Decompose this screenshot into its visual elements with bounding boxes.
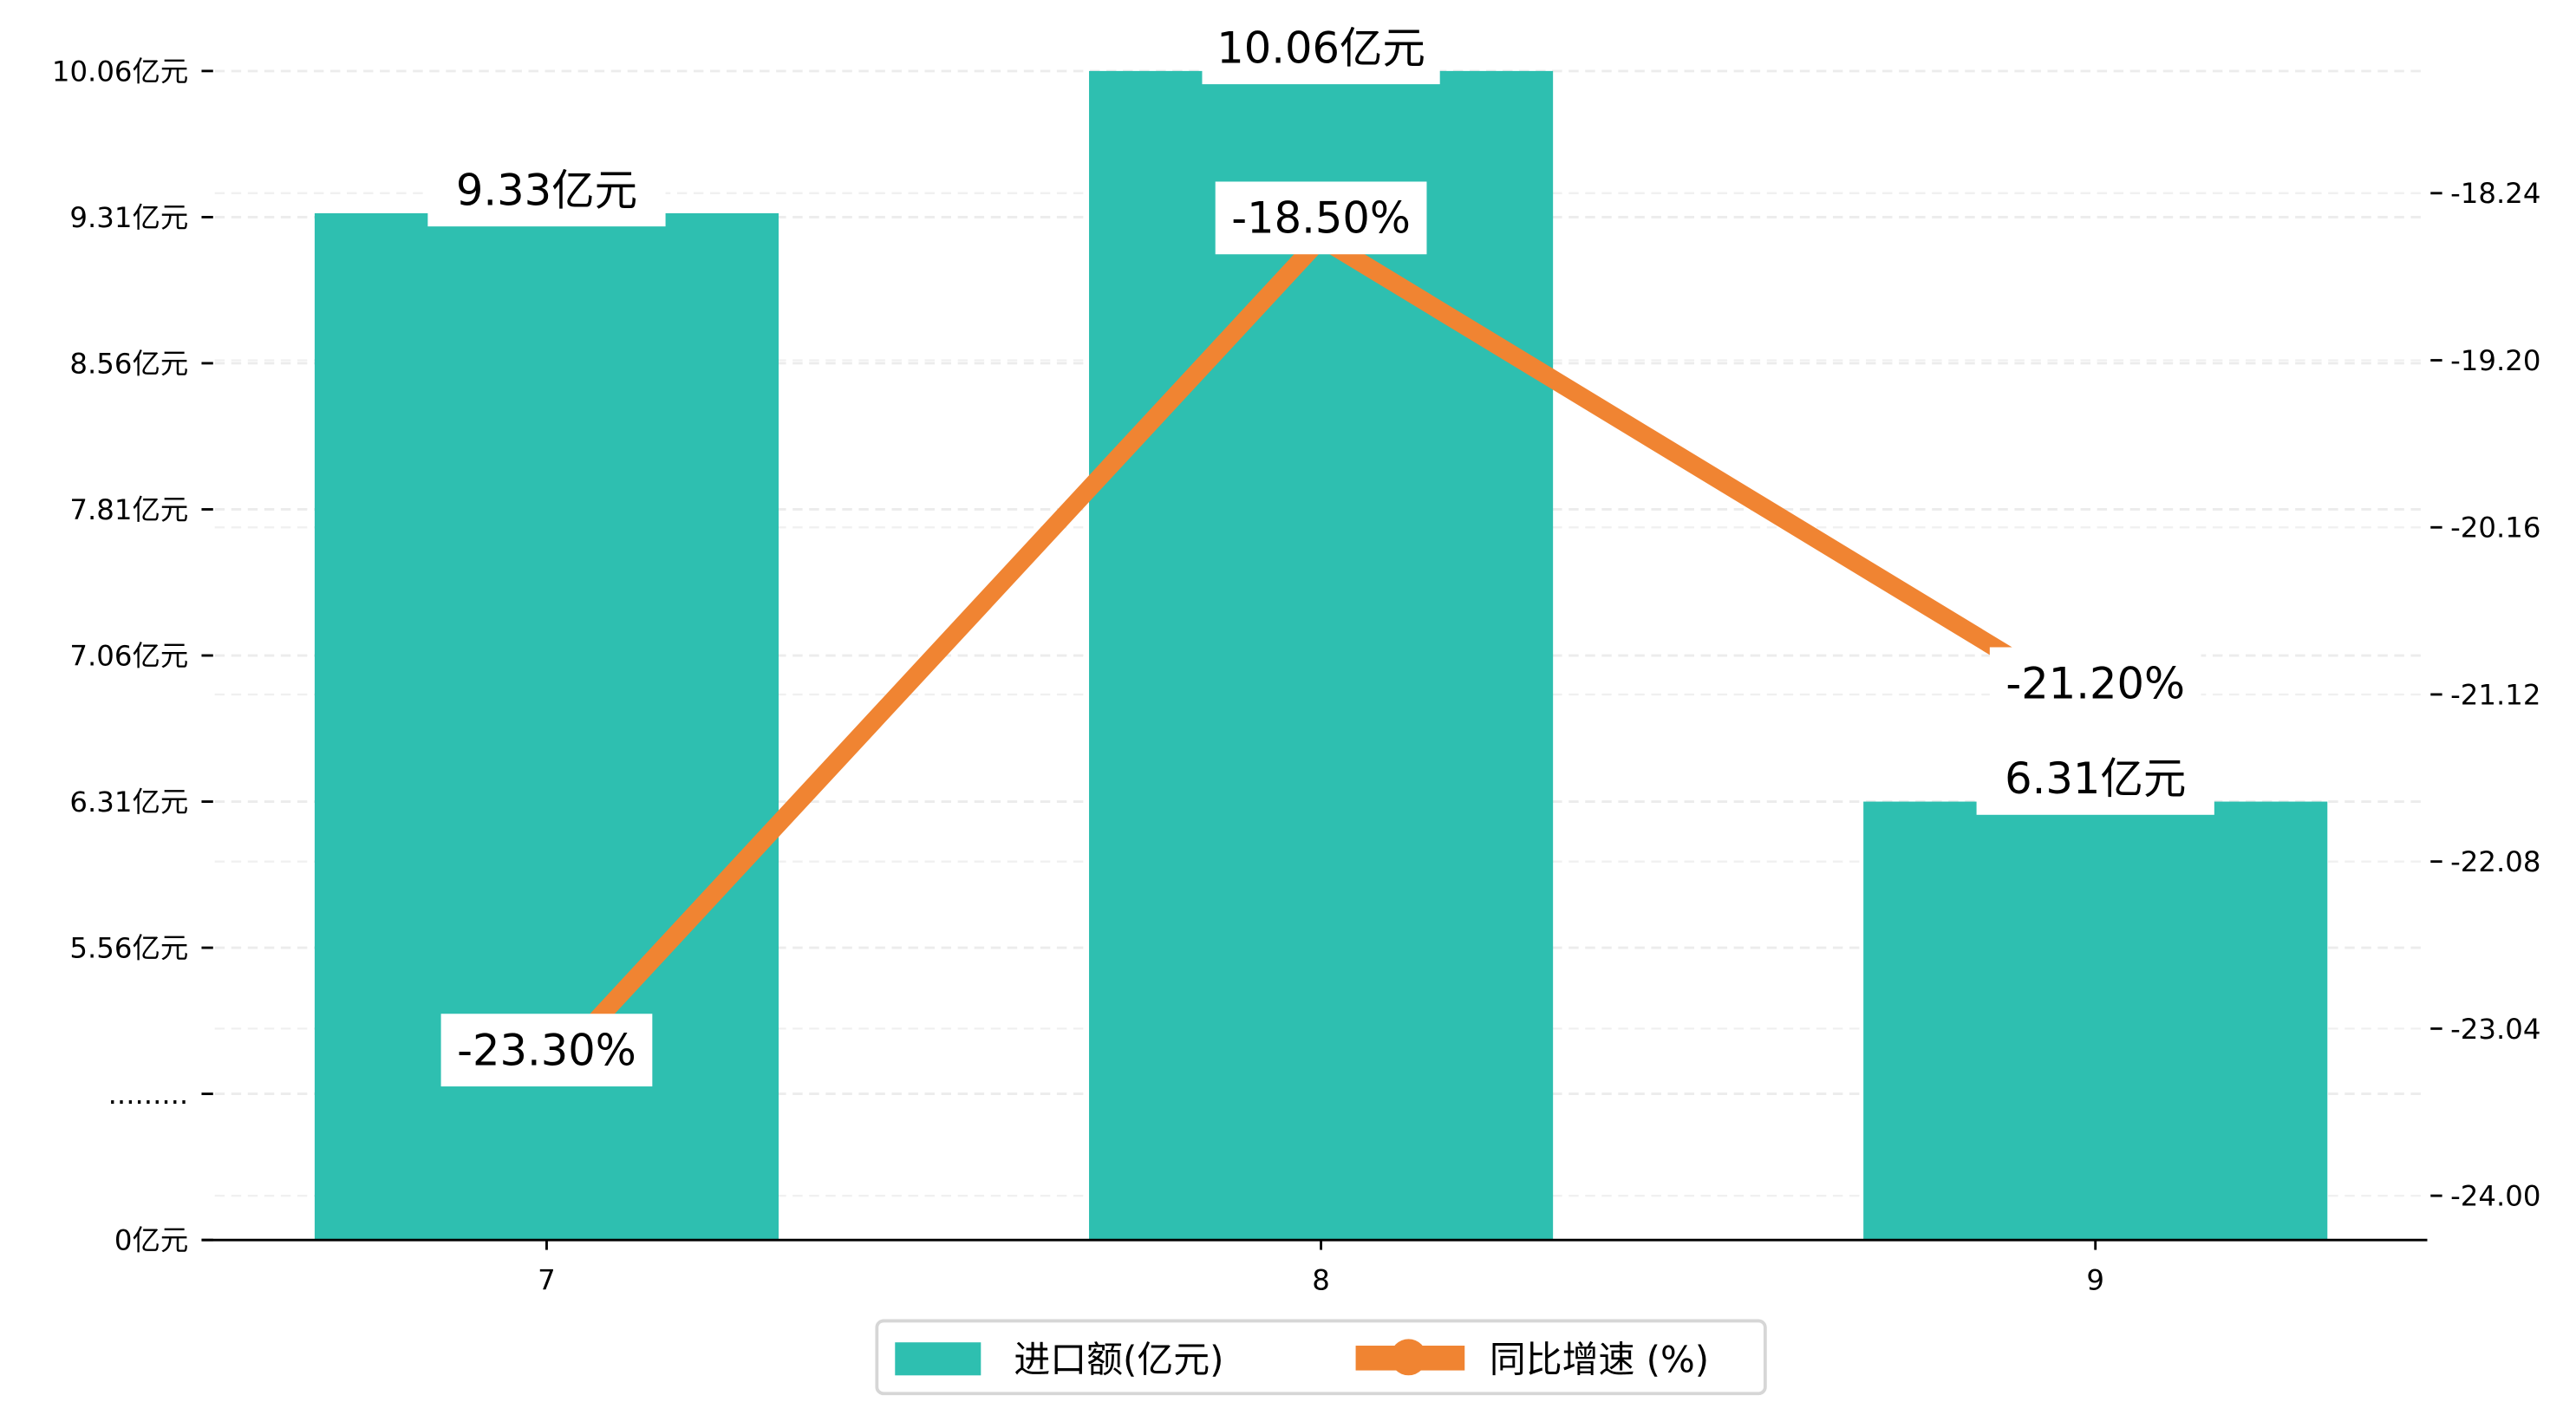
x-tick-label: 7 bbox=[538, 1263, 556, 1296]
growth-value-label: -23.30% bbox=[457, 1025, 636, 1075]
bar-value-label-bg bbox=[1976, 741, 2214, 815]
bar-value-label-bg bbox=[1202, 11, 1440, 85]
bar-value-label: 9.33亿元 bbox=[456, 165, 637, 215]
left-tick-label: 10.06亿元 bbox=[52, 55, 188, 88]
left-tick-label: 7.06亿元 bbox=[69, 639, 188, 672]
left-tick-label: 7.81亿元 bbox=[69, 493, 188, 526]
right-tick-label: -22.08 bbox=[2450, 845, 2540, 878]
bar-8 bbox=[1089, 70, 1554, 1241]
growth-value-label-bg bbox=[1215, 181, 1427, 255]
legend-box bbox=[875, 1319, 1767, 1396]
x-tick-label: 9 bbox=[2086, 1263, 2104, 1296]
growth-value-label-bg bbox=[1989, 647, 2201, 721]
axes: 10.06亿元 9.31亿元 8.56亿元 7.81亿元 7.06亿元 6.31亿元 5.5… bbox=[52, 55, 2541, 1296]
right-tick-label: -23.04 bbox=[2450, 1013, 2540, 1046]
bars bbox=[314, 70, 2328, 1241]
left-tick-label: 6.31亿元 bbox=[69, 786, 188, 818]
right-tick-label: -20.16 bbox=[2450, 512, 2540, 544]
legend-label-growth: 同比增速 (%) bbox=[1490, 1338, 1709, 1380]
left-tick-label: ......... bbox=[108, 1078, 189, 1111]
legend-label-import: 进口额(亿元) bbox=[1014, 1338, 1223, 1380]
legend-bar-swatch bbox=[895, 1342, 981, 1376]
left-tick-label: 9.31亿元 bbox=[69, 201, 188, 234]
bar-value-label: 10.06亿元 bbox=[1216, 23, 1425, 73]
left-tick-label: 0亿元 bbox=[114, 1224, 188, 1257]
growth-value-label: -21.20% bbox=[2005, 659, 2185, 709]
right-tick-label: -18.24 bbox=[2450, 177, 2540, 210]
bar-value-label: 6.31亿元 bbox=[2005, 753, 2186, 804]
right-tick-label: -19.20 bbox=[2450, 344, 2540, 377]
bar-9 bbox=[1863, 801, 2328, 1241]
left-tick-label: 5.56亿元 bbox=[69, 932, 188, 965]
legend: 进口额(亿元) 同比增速 (%) bbox=[875, 1319, 1767, 1396]
right-tick-label: -21.12 bbox=[2450, 678, 2540, 711]
right-tick-label: -24.00 bbox=[2450, 1180, 2540, 1213]
bar-value-label-bg bbox=[427, 153, 666, 227]
growth-value-label-bg bbox=[440, 1014, 653, 1087]
growth-value-label: -18.50% bbox=[1231, 193, 1411, 244]
legend-line-marker bbox=[1390, 1339, 1427, 1376]
x-tick-label: 8 bbox=[1312, 1263, 1330, 1296]
left-tick-label: 8.56亿元 bbox=[69, 347, 188, 380]
data-labels: 9.33亿元 10.06亿元 6.31亿元 -23.30% -18.50% -21.20% bbox=[427, 11, 2214, 1087]
